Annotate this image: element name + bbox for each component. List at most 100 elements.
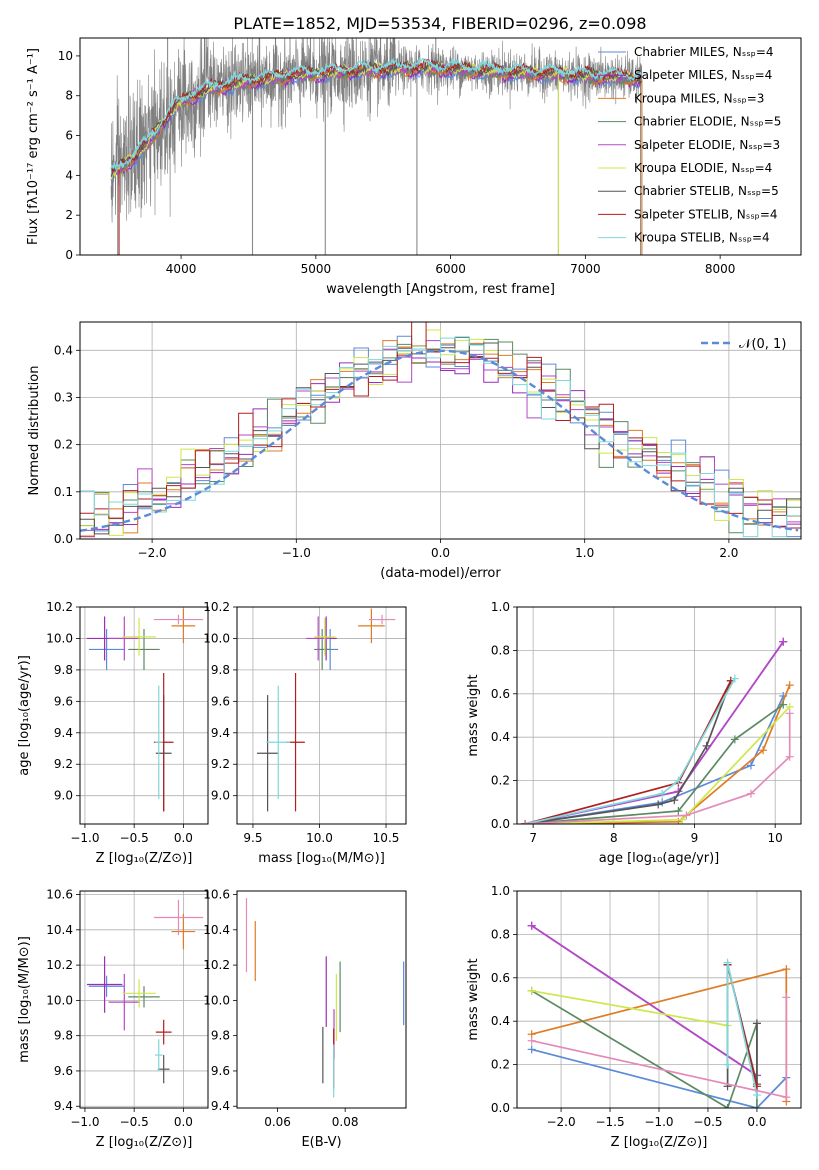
spectrum-title: PLATE=1852, MJD=53534, FIBERID=0296, z=0… xyxy=(233,14,646,33)
axes-frame xyxy=(79,890,209,1109)
y-tick-label: 10 xyxy=(58,49,73,63)
y-tick-label: 0.0 xyxy=(491,817,510,831)
y-tick-label: 0.1 xyxy=(54,485,73,499)
y-tick-label: 0 xyxy=(65,248,73,262)
legend-label: Salpeter ELODIE, Nₛₛₚ=3 xyxy=(634,138,780,152)
mass-vs-metallicity-panel: −1.0 −0.5 0.0 9.4 9.6 9.8 10.0 10.2 10.4 10.6 Z [l… xyxy=(17,888,209,1150)
x-tick-label: −2.0 xyxy=(546,1115,575,1129)
y-tick-label: 10.0 xyxy=(203,631,230,645)
axes-frame xyxy=(79,606,209,825)
plot-area xyxy=(245,898,405,1098)
plot-area xyxy=(86,608,204,812)
y-tick-label: 9.8 xyxy=(54,1029,73,1043)
legend-label: Kroupa STELIB, Nₛₛₚ=4 xyxy=(634,231,770,245)
x-tick-label: 0.06 xyxy=(264,1115,291,1129)
y-tick-label: 9.4 xyxy=(54,726,73,740)
x-axis-label: age [log₁₀(age/yr)] xyxy=(599,851,720,866)
y-tick-label: 0.2 xyxy=(54,438,73,452)
y-tick-label: 1.0 xyxy=(491,600,510,614)
y-axis-label: age [log₁₀(age/yr)] xyxy=(17,655,32,776)
y-tick-label: 9.6 xyxy=(54,694,73,708)
y-tick-label: 0.3 xyxy=(54,390,73,404)
axes-frame xyxy=(236,890,407,1109)
axes-frame xyxy=(236,606,407,825)
spectrum-panel: 4000 5000 6000 7000 8000 0 2 4 6 8 10 wavelength [A… xyxy=(26,37,802,297)
x-tick-label: 9 xyxy=(691,831,699,845)
x-tick-label: 0.0 xyxy=(174,1115,193,1129)
axes-frame xyxy=(79,37,802,256)
y-tick-label: 0.2 xyxy=(491,774,510,788)
y-tick-label: 0.4 xyxy=(491,730,510,744)
y-tick-label: 9.8 xyxy=(211,1029,230,1043)
y-tick-label: 9.8 xyxy=(54,663,73,677)
x-tick-label: 9.5 xyxy=(243,831,262,845)
x-tick-label: −1.0 xyxy=(70,1115,99,1129)
y-tick-label: 0.0 xyxy=(491,1101,510,1115)
mass-weight-line xyxy=(531,990,758,1108)
mass-weight-line xyxy=(531,1048,787,1108)
weight-vs-age-panel: 7 8 9 10 0.0 0.2 0.4 0.6 0.8 1.0 age [log₁₀(age/yr… xyxy=(466,600,802,866)
x-tick-label: −0.5 xyxy=(120,1115,149,1129)
y-tick-label: 10.2 xyxy=(203,958,230,972)
x-tick-label: −0.5 xyxy=(693,1115,722,1129)
mass-weight-line xyxy=(524,678,736,824)
legend-label: 𝒩(0, 1) xyxy=(739,337,786,352)
spectrum-legend: Chabrier MILES, Nₛₛₚ=4 Salpeter MILES, Nₛ… xyxy=(598,45,781,245)
y-axis-label: Flux [fλ10⁻¹⁷ erg cm⁻² s⁻¹ A⁻¹] xyxy=(26,48,41,245)
x-tick-label: 4000 xyxy=(166,262,197,276)
x-axis-label: Z [log₁₀(Z/Z⊙)] xyxy=(96,851,193,866)
x-axis-label: E(B-V) xyxy=(301,1135,341,1150)
y-tick-label: 10.4 xyxy=(203,923,230,937)
observed-spectrum-line xyxy=(110,38,643,223)
y-tick-label: 0.8 xyxy=(491,927,510,941)
y-tick-label: 9.0 xyxy=(211,789,230,803)
x-tick-label: 7 xyxy=(529,831,537,845)
x-tick-label: 6000 xyxy=(435,262,466,276)
mass-weight-line xyxy=(726,962,758,1096)
mass-weight-line xyxy=(525,713,791,824)
y-tick-label: 4 xyxy=(65,168,73,182)
y-tick-label: 10.0 xyxy=(203,993,230,1007)
age-vs-mass-panel: 9.5 10.0 10.5 9.0 9.2 9.4 9.6 9.8 10.0 10.2 mass [… xyxy=(203,600,407,866)
y-tick-label: 9.4 xyxy=(54,1099,73,1113)
y-tick-label: 0.8 xyxy=(491,643,510,657)
y-axis-label: mass [log₁₀(M/M⊙)] xyxy=(17,936,32,1063)
legend-label: Salpeter MILES, Nₛₛₚ=4 xyxy=(634,68,772,82)
y-tick-label: 9.4 xyxy=(211,726,230,740)
plot-area xyxy=(110,38,643,255)
legend-label: Chabrier MILES, Nₛₛₚ=4 xyxy=(634,45,774,59)
x-tick-label: 2.0 xyxy=(719,546,738,560)
weight-vs-metallicity-panel: −2.0 −1.5 −1.0 −0.5 0.0 0.0 0.2 0.4 0.6 0.8 1.0 Z [… xyxy=(466,884,802,1150)
mass-vs-extinction-panel: 0.06 0.08 9.4 9.6 9.8 10.0 10.2 10.4 10.6 E(B-V) xyxy=(203,888,407,1150)
x-tick-label: 8 xyxy=(610,831,618,845)
y-tick-label: 9.2 xyxy=(211,757,230,771)
y-tick-label: 9.2 xyxy=(54,757,73,771)
y-tick-label: 0.4 xyxy=(54,343,73,357)
y-tick-label: 0.6 xyxy=(491,687,510,701)
y-tick-label: 10.6 xyxy=(203,888,230,902)
x-tick-label: 0.08 xyxy=(332,1115,359,1129)
x-tick-label: −1.0 xyxy=(70,831,99,845)
y-tick-label: 10.2 xyxy=(46,958,73,972)
y-tick-label: 1.0 xyxy=(491,884,510,898)
x-tick-label: 7000 xyxy=(570,262,601,276)
x-tick-label: 0.0 xyxy=(747,1115,766,1129)
y-tick-label: 0.0 xyxy=(54,532,73,546)
age-vs-metallicity-panel: −1.0 −0.5 0.0 9.0 9.2 9.4 9.6 9.8 10.0 10.2 Z [log… xyxy=(17,600,209,866)
plot-area xyxy=(86,899,204,1084)
x-tick-label: 8000 xyxy=(705,262,736,276)
x-axis-label: Z [log₁₀(Z/Z⊙)] xyxy=(611,1135,708,1150)
legend-label: Salpeter STELIB, Nₛₛₚ=4 xyxy=(634,207,778,221)
legend-label: Chabrier STELIB, Nₛₛₚ=5 xyxy=(634,184,779,198)
x-tick-label: 5000 xyxy=(301,262,332,276)
x-axis-label: wavelength [Angstrom, rest frame] xyxy=(326,282,555,297)
x-axis-label: (data-model)/error xyxy=(380,566,501,581)
mass-weight-line xyxy=(525,703,784,824)
normal-distribution-curve xyxy=(80,349,799,532)
y-tick-label: 9.8 xyxy=(211,663,230,677)
y-axis-label: mass weight xyxy=(466,958,481,1040)
model-spectrum-line xyxy=(110,58,642,173)
residual-histogram-step xyxy=(80,336,801,538)
residuals-panel: −2.0 −1.0 0.0 1.0 2.0 0.0 0.1 0.2 0.3 0.4 (data-mo… xyxy=(27,321,802,581)
